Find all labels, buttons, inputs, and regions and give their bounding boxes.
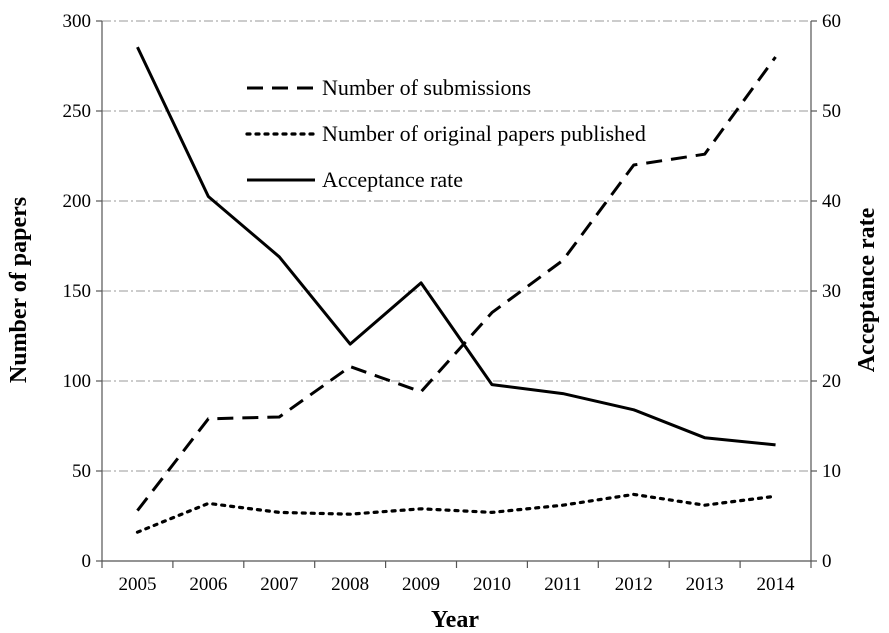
gridlines <box>102 20 811 472</box>
x-tick-label: 2011 <box>544 574 581 595</box>
y2-tick-label: 0 <box>822 551 832 572</box>
y-tick-label: 250 <box>63 101 92 122</box>
x-tick-label: 2005 <box>118 574 156 595</box>
x-tick-label: 2012 <box>615 574 653 595</box>
series-line-1 <box>136 56 777 512</box>
x-tick-label: 2010 <box>473 574 511 595</box>
y-axis-title: Number of papers <box>6 197 32 383</box>
series-line-2 <box>135 492 778 534</box>
y-tick-label: 150 <box>63 281 92 302</box>
y2-tick-label: 10 <box>822 461 841 482</box>
series-line-3 <box>136 46 776 447</box>
legend-label-3: Acceptance rate <box>322 167 463 192</box>
x-axis-title: Year <box>431 607 479 633</box>
y2-tick-label: 20 <box>822 371 841 392</box>
x-tick-label: 2013 <box>686 574 724 595</box>
y2-axis-title: Acceptance rate <box>854 207 880 372</box>
y-tick-label: 200 <box>63 191 92 212</box>
legend-label-1: Number of submissions <box>322 75 531 100</box>
y-tick-label: 100 <box>63 371 92 392</box>
x-tick-label: 2008 <box>331 574 369 595</box>
y2-tick-label: 30 <box>822 281 841 302</box>
y2-tick-label: 40 <box>822 191 841 212</box>
y2-tick-label: 50 <box>822 101 841 122</box>
y2-tick-label: 60 <box>822 11 841 32</box>
legend-label-2: Number of original papers published <box>322 121 646 146</box>
series-lines <box>135 46 778 534</box>
y-tick-label: 300 <box>63 11 92 32</box>
x-tick-label: 2009 <box>402 574 440 595</box>
x-tick-label: 2006 <box>189 574 227 595</box>
x-tick-label: 2007 <box>260 574 298 595</box>
axes: 0 50 100 150 200 250 300 0 10 20 30 40 50 60 2005 2006 2… <box>63 11 842 595</box>
legend: Number of submissions Number of original … <box>245 75 646 192</box>
y-tick-label: 50 <box>72 461 91 482</box>
y-tick-label: 0 <box>82 551 92 572</box>
x-tick-label: 2014 <box>757 574 796 595</box>
